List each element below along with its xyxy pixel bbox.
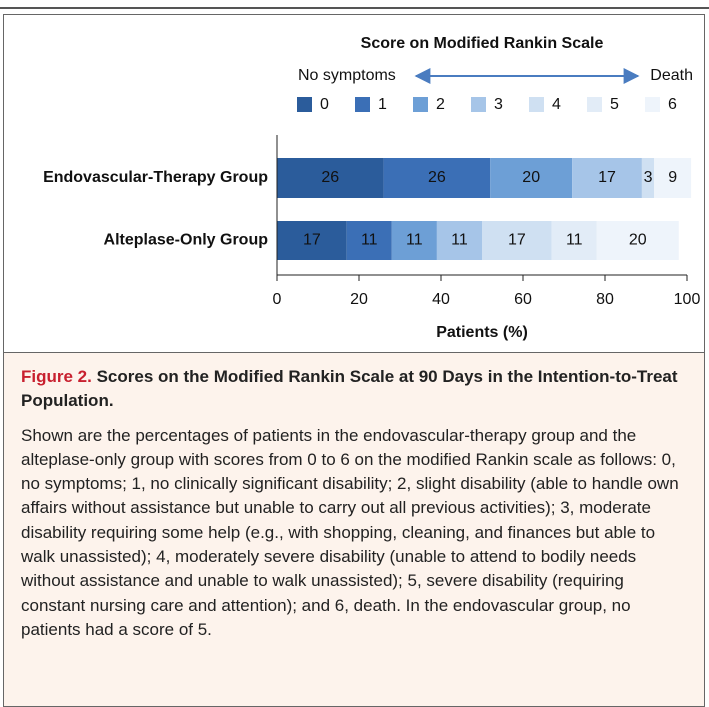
- data-label: 26: [321, 169, 339, 186]
- data-label: 11: [406, 232, 423, 249]
- x-tick-label: 100: [674, 291, 701, 308]
- caption-heading: Figure 2. Scores on the Modified Rankin …: [21, 365, 686, 414]
- bar-segment: [572, 158, 642, 198]
- x-axis-title: Patients (%): [436, 324, 528, 341]
- legend-title: Score on Modified Rankin Scale: [361, 35, 604, 52]
- legend-label: 0: [320, 96, 329, 113]
- bar-segment: [641, 158, 655, 198]
- data-label: 20: [629, 232, 647, 249]
- y-tick-label: Endovascular-Therapy Group: [43, 169, 268, 186]
- legend-swatch: [471, 97, 486, 112]
- x-tick-label: 0: [273, 291, 282, 308]
- data-label: 17: [598, 169, 616, 186]
- legend-right: Death: [650, 67, 693, 84]
- legend-label: 1: [378, 96, 387, 113]
- caption-label: Figure 2.: [21, 367, 92, 386]
- bar-segment: [391, 221, 437, 260]
- legend-swatch: [645, 97, 660, 112]
- legend-label: 2: [436, 96, 445, 113]
- legend-swatch: [587, 97, 602, 112]
- x-tick-label: 20: [350, 291, 368, 308]
- legend-left: No symptoms: [298, 67, 396, 84]
- bar-segment: [277, 158, 384, 198]
- chart-panel: [3, 14, 705, 352]
- bar-segment: [277, 221, 347, 260]
- bar-segment: [383, 158, 491, 198]
- legend-swatch: [529, 97, 544, 112]
- data-label: 11: [361, 232, 378, 249]
- data-label: 26: [428, 169, 446, 186]
- top-rule: [0, 7, 709, 9]
- bar-segment: [346, 221, 392, 260]
- data-label: 11: [566, 232, 583, 249]
- bar-segment: [654, 158, 692, 198]
- legend-label: 6: [668, 96, 677, 113]
- chart: Score on Modified Rankin Scale No sympto…: [43, 35, 701, 341]
- bar-segment: [551, 221, 597, 260]
- data-label: 11: [451, 232, 468, 249]
- legend-label: 4: [552, 96, 561, 113]
- legend-swatch: [355, 97, 370, 112]
- y-tick-label: Alteplase-Only Group: [104, 232, 269, 249]
- data-label: 9: [668, 169, 677, 186]
- bar-segment: [490, 158, 573, 198]
- x-tick-label: 40: [432, 291, 450, 308]
- x-tick-label: 60: [514, 291, 532, 308]
- x-tick-label: 80: [596, 291, 614, 308]
- legend-label: 5: [610, 96, 619, 113]
- legend-swatch: [413, 97, 428, 112]
- bar-segment: [436, 221, 482, 260]
- data-label: 17: [303, 232, 321, 249]
- data-label: 3: [644, 169, 653, 186]
- data-label: 17: [508, 232, 526, 249]
- caption-body: Shown are the percentages of patients in…: [21, 425, 679, 639]
- data-label: 20: [522, 169, 540, 186]
- legend-label: 3: [494, 96, 503, 113]
- caption: Figure 2. Scores on the Modified Rankin …: [3, 352, 705, 707]
- bar-segment: [596, 221, 679, 260]
- bar-segment: [482, 221, 552, 260]
- caption-title: Scores on the Modified Rankin Scale at 9…: [21, 367, 678, 411]
- legend-swatch: [297, 97, 312, 112]
